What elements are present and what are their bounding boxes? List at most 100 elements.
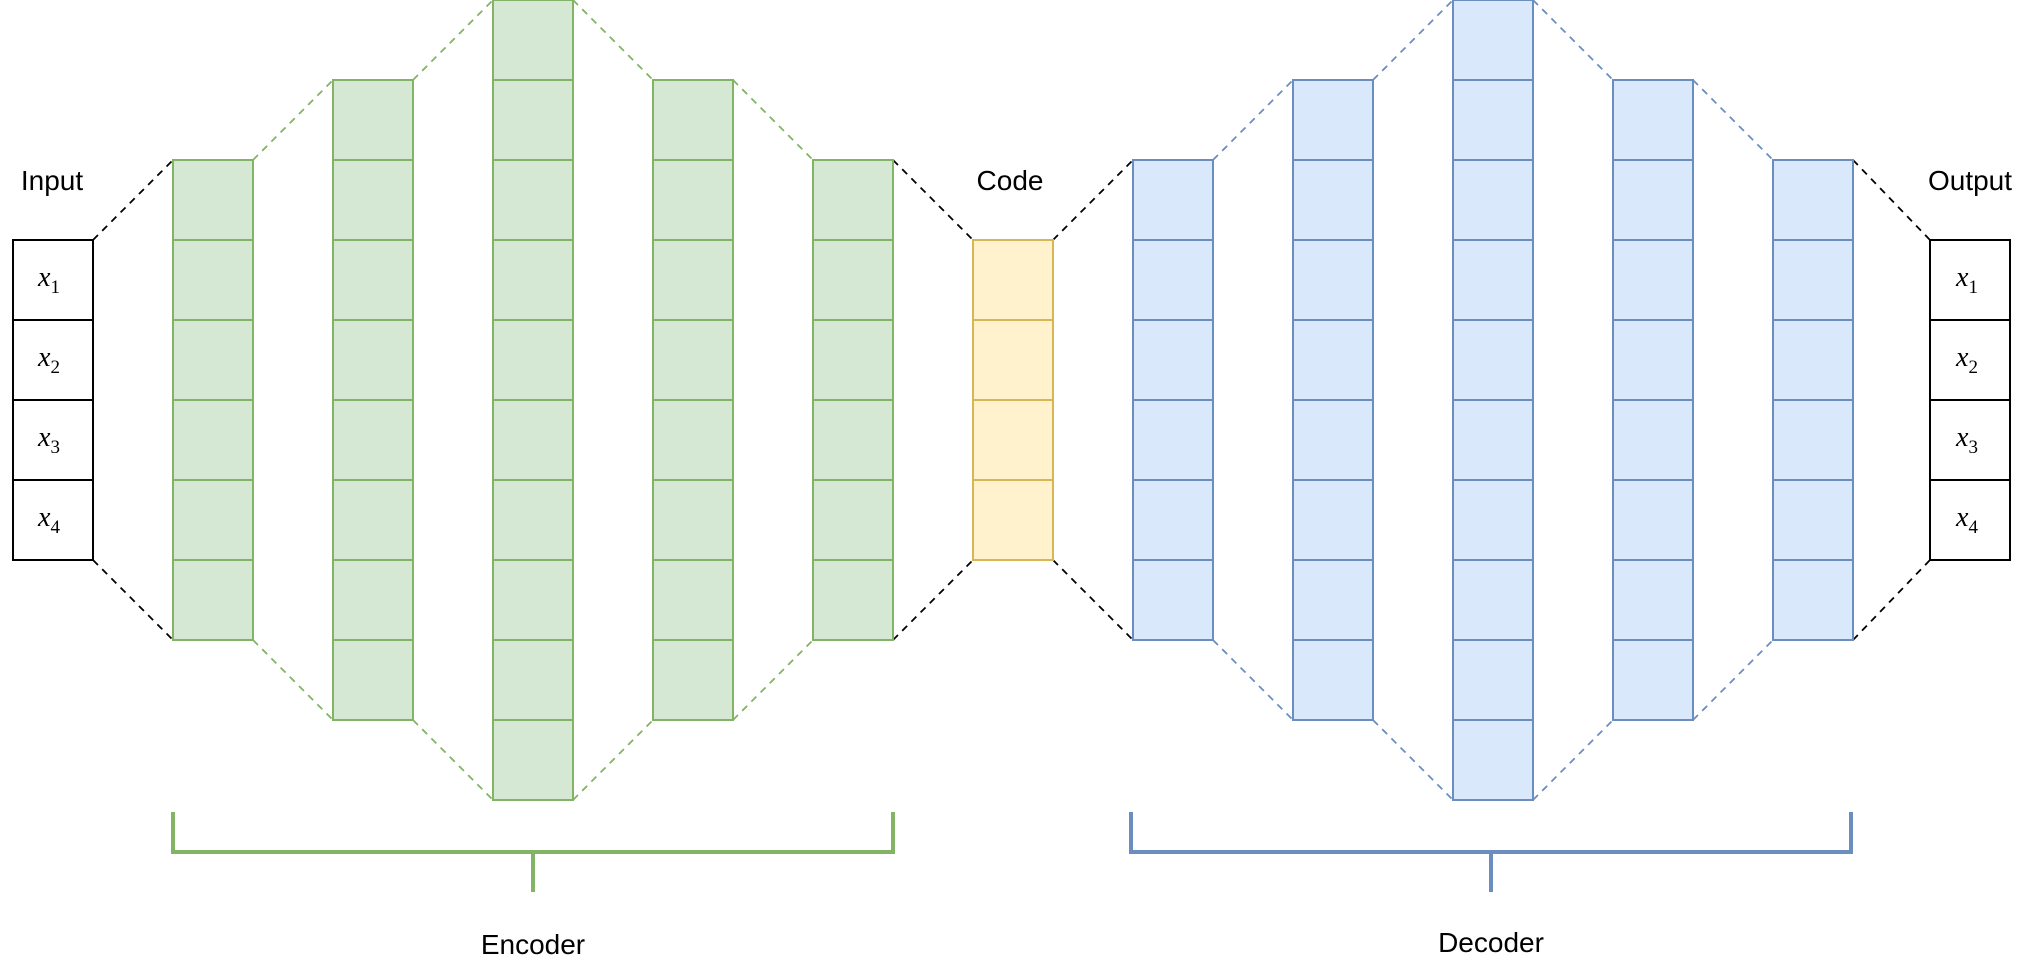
encoder-layer-cell — [332, 479, 414, 561]
code-label: Code — [977, 165, 1044, 196]
encoder-layer-cell — [652, 639, 734, 721]
decoder-layer-cell — [1452, 639, 1534, 721]
decoder-bracket — [1129, 812, 1853, 892]
encoder-layer-cell — [492, 479, 574, 561]
dashed-connector — [1052, 559, 1134, 641]
decoder-layer-cell — [1612, 159, 1694, 241]
decoder-layer-cell — [1612, 399, 1694, 481]
dashed-connector — [252, 79, 334, 161]
dashed-connector — [252, 639, 334, 721]
dashed-connector — [1852, 159, 1931, 241]
decoder-layer-cell — [1292, 559, 1374, 641]
decoder-layer-cell — [1292, 79, 1374, 161]
encoder-layer-cell — [332, 639, 414, 721]
encoder-layer-cell — [652, 479, 734, 561]
decoder-layer-cell — [1612, 79, 1694, 161]
encoder-layer-cell — [492, 79, 574, 161]
encoder-layer-cell — [652, 79, 734, 161]
decoder-layer — [1292, 79, 1374, 721]
dashed-connector — [1692, 639, 1774, 721]
code-layer-cell — [972, 479, 1054, 561]
decoder-layer-cell — [1292, 639, 1374, 721]
encoder-layer-cell — [332, 399, 414, 481]
decoder-layer — [1452, 0, 1534, 801]
encoder-layer-cell — [172, 159, 254, 241]
decoder-layer-cell — [1772, 479, 1854, 561]
input-x4: x4 — [37, 502, 60, 538]
encoder-layer-cell — [812, 559, 894, 641]
decoder-layer-cell — [1612, 239, 1694, 321]
encoder-layer-cell — [492, 319, 574, 401]
encoder-layer — [172, 159, 254, 641]
decoder-layer-cell — [1132, 559, 1214, 641]
output-x3: x3 — [1955, 422, 1978, 458]
encoder-layer-cell — [812, 319, 894, 401]
decoder-layer-cell — [1132, 319, 1214, 401]
encoder-layer-cell — [172, 319, 254, 401]
decoder-layer — [1612, 79, 1694, 721]
dashed-connector — [892, 159, 974, 241]
encoder-layer-cell — [492, 0, 574, 81]
encoder-layer-cell — [812, 239, 894, 321]
encoder-layer-cell — [652, 399, 734, 481]
output-vector: x1 x2 x3 x4 — [1929, 239, 2011, 561]
encoder-layer — [652, 79, 734, 721]
input-x1: x1 — [37, 262, 60, 298]
dashed-connector — [1532, 719, 1614, 801]
brackets — [171, 812, 1853, 892]
dashed-connector — [732, 79, 814, 161]
decoder-layer-cell — [1612, 639, 1694, 721]
decoder-layer-cell — [1132, 239, 1214, 321]
encoder-layer-cell — [492, 639, 574, 721]
encoder-layer-cell — [812, 479, 894, 561]
encoder-layer-cell — [172, 239, 254, 321]
decoder-layer-cell — [1292, 319, 1374, 401]
dashed-connector — [1212, 79, 1294, 161]
dashed-connector — [572, 0, 654, 81]
decoder-layer — [1132, 159, 1214, 641]
encoder-layer-cell — [332, 159, 414, 241]
decoder-layer-cell — [1452, 559, 1534, 641]
decoder-layer-cell — [1772, 319, 1854, 401]
decoder-label: Decoder — [1438, 927, 1544, 958]
decoder-layer-cell — [1292, 479, 1374, 561]
encoder-layer-cell — [652, 319, 734, 401]
code-layer — [972, 239, 1054, 561]
dashed-connector — [572, 719, 654, 801]
output-x4: x4 — [1955, 502, 1978, 538]
layer-columns — [172, 0, 1854, 801]
encoder-layer-cell — [332, 79, 414, 161]
decoder-layer-cell — [1452, 239, 1534, 321]
dashed-connector — [1532, 0, 1614, 81]
decoder-layer-cell — [1612, 479, 1694, 561]
encoder-layer-cell — [492, 719, 574, 801]
input-vector: x1 x2 x3 x4 — [12, 239, 94, 561]
encoder-layer — [812, 159, 894, 641]
decoder-layer-cell — [1452, 719, 1534, 801]
encoder-layer-cell — [492, 239, 574, 321]
decoder-layer-cell — [1292, 239, 1374, 321]
decoder-layer-cell — [1772, 159, 1854, 241]
decoder-layer-cell — [1292, 159, 1374, 241]
code-layer-cell — [972, 239, 1054, 321]
decoder-layer-cell — [1132, 399, 1214, 481]
encoder-layer — [332, 79, 414, 721]
input-x3: x3 — [37, 422, 60, 458]
output-label: Output — [1928, 165, 2012, 196]
dashed-connector — [1372, 0, 1454, 81]
dashed-connector — [1692, 79, 1774, 161]
dashed-connector — [1052, 159, 1134, 241]
decoder-layer-cell — [1452, 79, 1534, 161]
dashed-connector — [1212, 639, 1294, 721]
dashed-connector — [732, 639, 814, 721]
encoder-layer-cell — [812, 399, 894, 481]
encoder-layer-cell — [492, 159, 574, 241]
output-x1: x1 — [1955, 262, 1978, 298]
encoder-layer-cell — [172, 479, 254, 561]
decoder-layer-cell — [1452, 159, 1534, 241]
encoder-layer-cell — [172, 399, 254, 481]
input-x2: x2 — [37, 342, 60, 378]
encoder-layer-cell — [332, 239, 414, 321]
decoder-layer-cell — [1612, 559, 1694, 641]
